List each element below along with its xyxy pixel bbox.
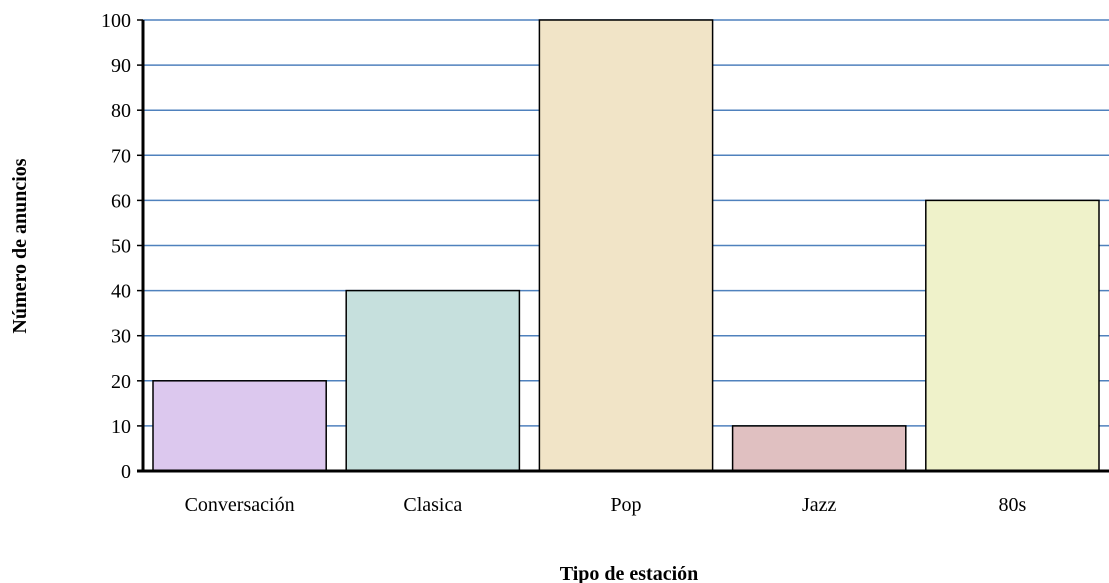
x-axis-title: Tipo de estación xyxy=(560,563,699,583)
x-category-label: Clasica xyxy=(403,494,462,516)
y-axis-title: Número de anuncios xyxy=(9,158,31,333)
y-tick-label: 40 xyxy=(111,281,131,303)
x-category-labels: Conversación Clasica Pop Jazz 80s xyxy=(185,494,1027,516)
y-tick-label: 20 xyxy=(111,371,131,393)
y-tick-label: 50 xyxy=(111,236,131,258)
bar-jazz xyxy=(731,425,907,472)
bar-pop xyxy=(538,19,714,472)
x-category-label: Conversación xyxy=(185,494,295,516)
y-tick-label: 30 xyxy=(111,326,131,348)
axes xyxy=(137,19,1109,473)
bar-80s xyxy=(925,199,1100,472)
bar-clasica xyxy=(345,289,521,472)
y-tick-label: 90 xyxy=(111,55,131,77)
y-tick-label: 0 xyxy=(121,461,131,483)
y-tick-label: 100 xyxy=(101,10,131,32)
y-tick-label: 80 xyxy=(111,100,131,122)
x-category-label: 80s xyxy=(999,494,1027,516)
y-tick-labels: 0 10 20 30 40 50 60 70 80 90 100 xyxy=(101,10,131,483)
y-tick-label: 60 xyxy=(111,190,131,212)
y-tick-label: 10 xyxy=(111,416,131,438)
x-category-label: Jazz xyxy=(802,494,837,516)
bar-conversaci-n xyxy=(152,380,327,472)
y-tick-label: 70 xyxy=(111,145,131,167)
x-category-label: Pop xyxy=(610,494,641,516)
